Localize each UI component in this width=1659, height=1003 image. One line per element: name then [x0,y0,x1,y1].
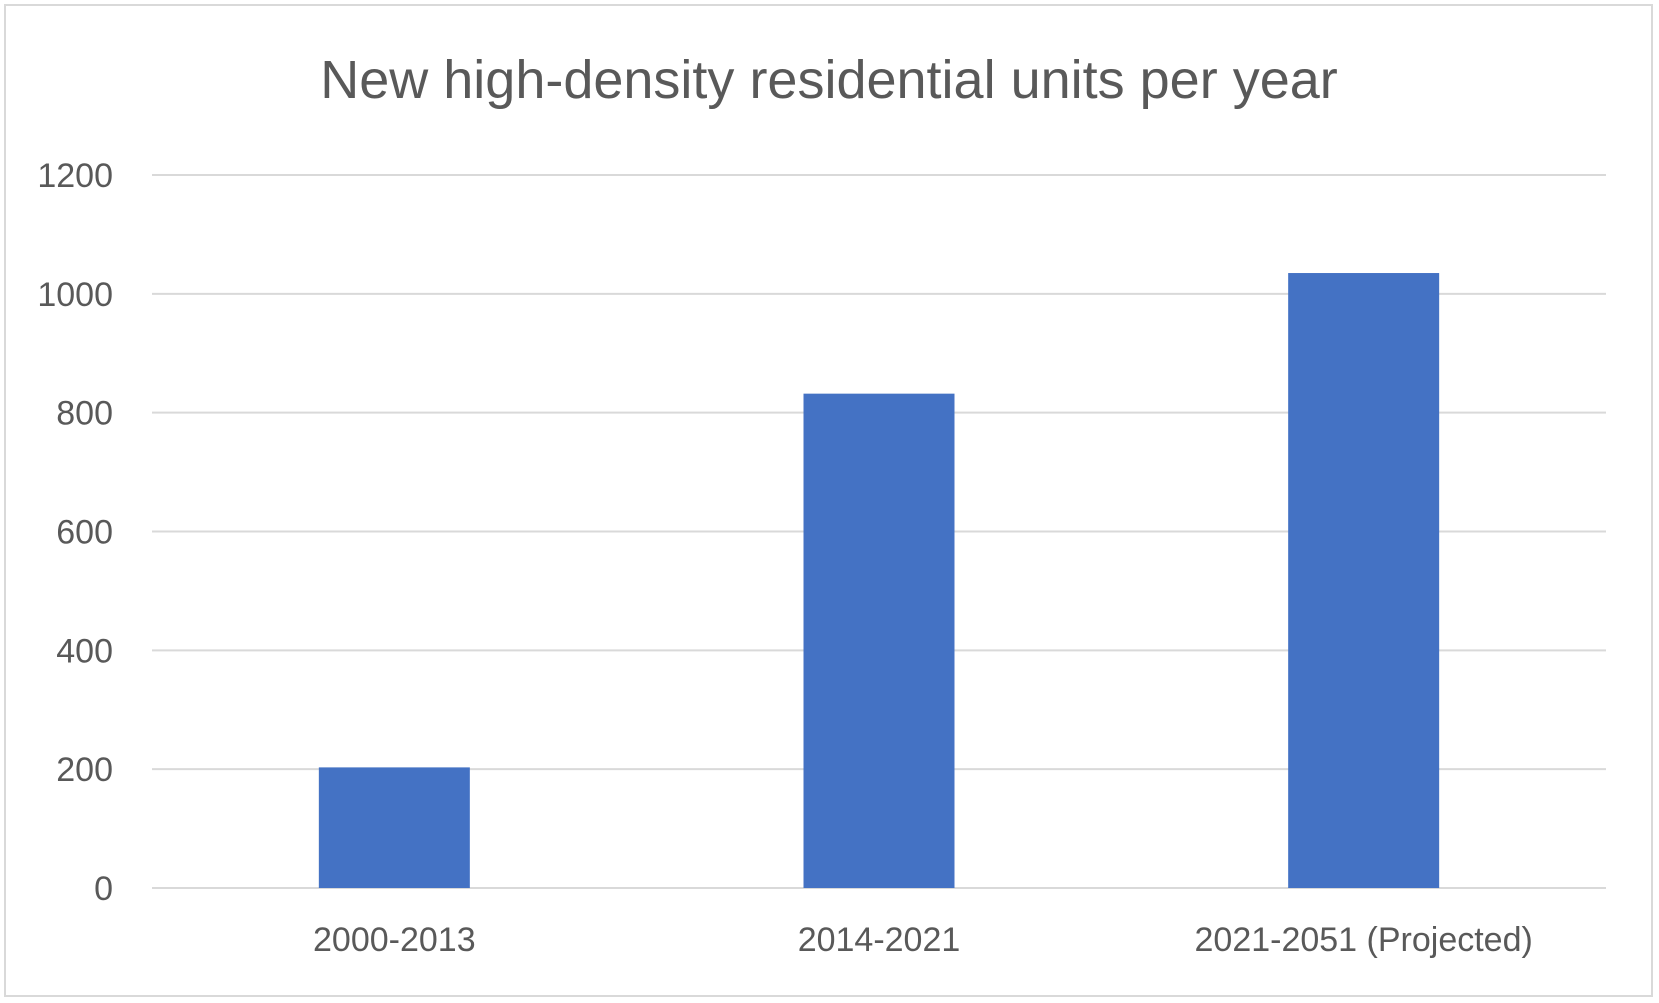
bar [1288,273,1440,889]
y-tick-label: 600 [56,514,113,552]
x-tick-label: 2021-2051 (Projected) [1195,921,1533,959]
y-tick-label: 400 [56,632,113,670]
chart-title: New high-density residential units per y… [320,50,1338,110]
y-tick-label: 1200 [37,157,113,195]
x-tick-label: 2000-2013 [313,921,476,959]
y-tick-label: 800 [56,395,113,433]
bars [318,273,1440,889]
x-tick-label: 2014-2021 [798,921,961,959]
y-tick-label: 200 [56,751,113,789]
bar [318,767,470,888]
bar [803,393,955,888]
x-axis-ticks: 2000-2013 2014-2021 2021-2051 (Projected) [313,921,1533,959]
y-tick-label: 0 [94,870,113,908]
y-tick-label: 1000 [37,276,113,314]
y-axis-ticks: 0 200 400 600 800 1000 1200 [37,157,113,908]
